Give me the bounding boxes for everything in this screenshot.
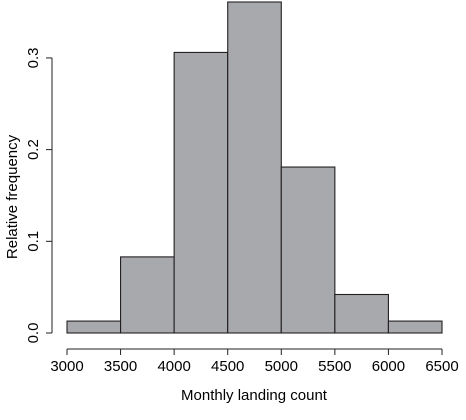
histogram-bar-1 [120, 256, 175, 334]
x-tick-label: 3500 [104, 358, 137, 375]
x-tick-label: 6500 [425, 358, 458, 375]
y-tick-label: 0.2 [25, 139, 42, 160]
x-axis-title: Monthly landing count [181, 387, 328, 404]
histogram-bar-5 [334, 293, 389, 334]
x-tick-label: 3000 [50, 358, 83, 375]
x-tick-label: 4000 [157, 358, 190, 375]
histogram-bar-0 [66, 320, 122, 334]
x-tick-label: 5000 [265, 358, 298, 375]
histogram-bar-3 [227, 1, 282, 334]
histogram-bar-4 [280, 166, 336, 334]
x-tick-label: 5500 [318, 358, 351, 375]
x-tick-label: 6000 [372, 358, 405, 375]
y-tick-label: 0.1 [25, 231, 42, 252]
x-tick-label: 4500 [211, 358, 244, 375]
histogram-bar-2 [173, 51, 229, 334]
y-tick-label: 0.3 [25, 48, 42, 69]
histogram-bar-6 [387, 320, 443, 334]
histogram-bars [66, 1, 443, 334]
y-tick-label: 0.0 [25, 323, 42, 344]
y-axis: 0.0 0.1 0.2 0.3 [25, 48, 53, 344]
x-axis: 3000 3500 4000 4500 5000 5500 6000 6500 [50, 348, 459, 375]
y-axis-title: Relative frequency [4, 134, 21, 259]
